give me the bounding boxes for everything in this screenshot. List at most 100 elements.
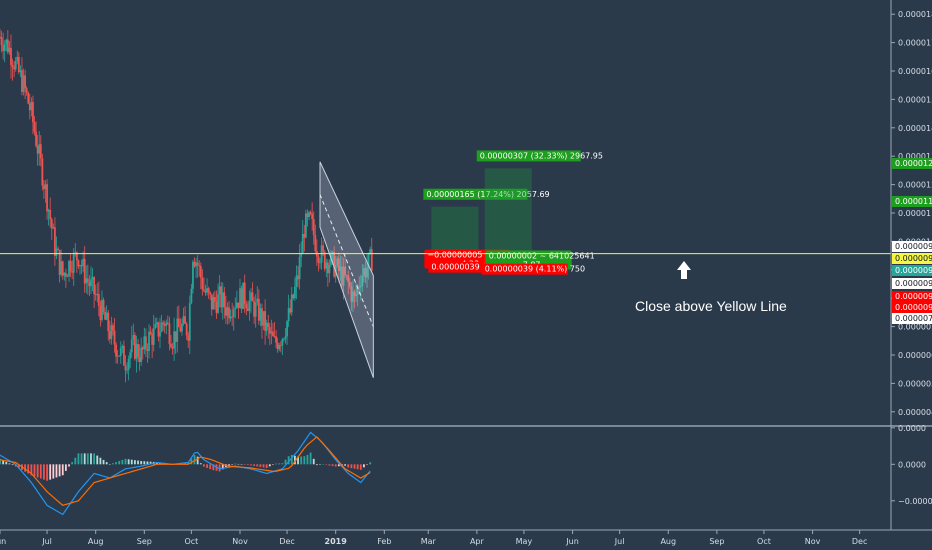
up-arrow-icon <box>677 261 691 279</box>
candle-body <box>58 249 61 275</box>
candle-body <box>134 335 136 359</box>
target-label-box <box>423 188 528 200</box>
macd-histogram-bar <box>90 453 92 465</box>
candle-body <box>184 316 187 324</box>
macd-histogram-bar <box>52 464 55 479</box>
price-tick-label: 0.00001100 <box>898 209 932 218</box>
macd-histogram-bar <box>290 454 293 465</box>
candle-body <box>292 294 295 299</box>
macd-histogram-bar <box>206 464 208 468</box>
candle-body <box>46 184 48 212</box>
candle-body <box>276 342 279 350</box>
candle-body <box>214 296 216 302</box>
candle-body <box>303 234 306 238</box>
candle-body <box>298 256 301 280</box>
candle-body <box>198 265 201 267</box>
candle-body <box>207 288 210 293</box>
candle-body <box>370 249 373 271</box>
candle-body <box>251 292 254 302</box>
price-tick-label: 0.00000500 <box>898 379 932 388</box>
macd-histogram-bar <box>196 456 199 465</box>
price-tick-label: 0.00000700 <box>898 323 932 332</box>
macd-histogram-bar <box>43 464 45 480</box>
candle-body <box>66 276 69 278</box>
candle-body <box>223 292 226 308</box>
macd-histogram-bar <box>99 457 102 465</box>
macd-histogram-bar <box>58 464 61 477</box>
candle-body <box>177 318 180 328</box>
macd-histogram-bar <box>218 464 221 472</box>
macd-histogram-bar <box>124 458 127 465</box>
price-tag-box <box>892 265 932 276</box>
candle-body <box>314 235 317 252</box>
macd-pane <box>0 431 372 516</box>
candle-body <box>143 336 146 350</box>
position-tools[interactable]: 0.00000165 (17.24%) 2057.69 −0.00000005 ~… <box>423 150 603 275</box>
time-tick-label: Jun <box>565 537 579 546</box>
price-tick-label: 0.00001500 <box>898 95 932 104</box>
candle-body <box>204 290 207 293</box>
price-tag-label: 0.00000954 <box>895 254 932 263</box>
candles <box>0 28 373 383</box>
macd-histogram-bar <box>359 464 362 470</box>
macd-histogram-bar <box>77 453 80 465</box>
candle-body <box>146 348 149 351</box>
candle-body <box>151 334 154 345</box>
descending-channel[interactable] <box>319 161 374 378</box>
macd-histogram-bar <box>237 463 240 465</box>
price-axis[interactable]: 0.00001800 0.00001700 0.00001600 0.00001500… <box>891 10 932 417</box>
macd-histogram-bar <box>27 464 30 474</box>
price-tick-label: 0.00001600 <box>898 67 932 76</box>
candle-body <box>33 122 36 132</box>
candle-body <box>104 311 107 320</box>
macd-histogram-bar <box>325 464 328 465</box>
candle-body <box>85 278 88 284</box>
macd-histogram-bar <box>234 463 237 465</box>
macd-histogram-bar <box>0 458 1 465</box>
macd-histogram-bar <box>322 464 325 465</box>
time-tick-label: Sep <box>709 537 724 546</box>
price-tag-label: 0.00000780 <box>895 314 932 323</box>
macd-histogram-bar <box>46 464 48 481</box>
macd-histogram-bar <box>121 459 124 465</box>
candle-body <box>86 278 89 283</box>
time-axis[interactable]: Jun Jul Aug Sep Oct Nov Dec 2019 Feb Mar Apr May Jun… <box>0 530 867 546</box>
candle-body <box>35 131 37 146</box>
candle-body <box>170 343 172 348</box>
candle-body <box>195 262 197 267</box>
candle-body <box>2 45 5 52</box>
candle-body <box>306 213 309 218</box>
candle-body <box>132 335 135 340</box>
candle-body <box>326 262 329 274</box>
target-label-box <box>476 150 581 162</box>
macd-histogram-bar <box>297 456 299 465</box>
candle-body <box>294 286 296 299</box>
candle-body <box>245 304 248 309</box>
candle-body <box>64 272 67 277</box>
candle-body <box>350 286 353 302</box>
macd-histogram-bar <box>86 453 89 465</box>
candle-body <box>348 281 351 287</box>
candle-body <box>116 355 119 357</box>
annotation[interactable]: Close above Yellow Line <box>635 261 787 314</box>
candle-body <box>221 292 224 308</box>
macd-histogram-bar <box>253 464 256 466</box>
candle-body <box>75 252 78 261</box>
candle-body <box>228 307 230 319</box>
candle-body <box>5 39 8 45</box>
price-tick-label: 0.00000600 <box>898 351 932 360</box>
candle-body <box>52 227 55 229</box>
candle-body <box>93 277 96 295</box>
candle-body <box>206 288 208 293</box>
candle-body <box>138 357 141 363</box>
candle-body <box>309 212 312 214</box>
candle-body <box>41 158 44 186</box>
candle-body <box>171 347 174 349</box>
candle-body <box>331 252 334 254</box>
time-tick-label: Jun <box>0 537 6 546</box>
candle-body <box>257 298 260 321</box>
candle-body <box>135 344 138 359</box>
candle-body <box>162 322 165 325</box>
candle-body <box>3 44 6 52</box>
